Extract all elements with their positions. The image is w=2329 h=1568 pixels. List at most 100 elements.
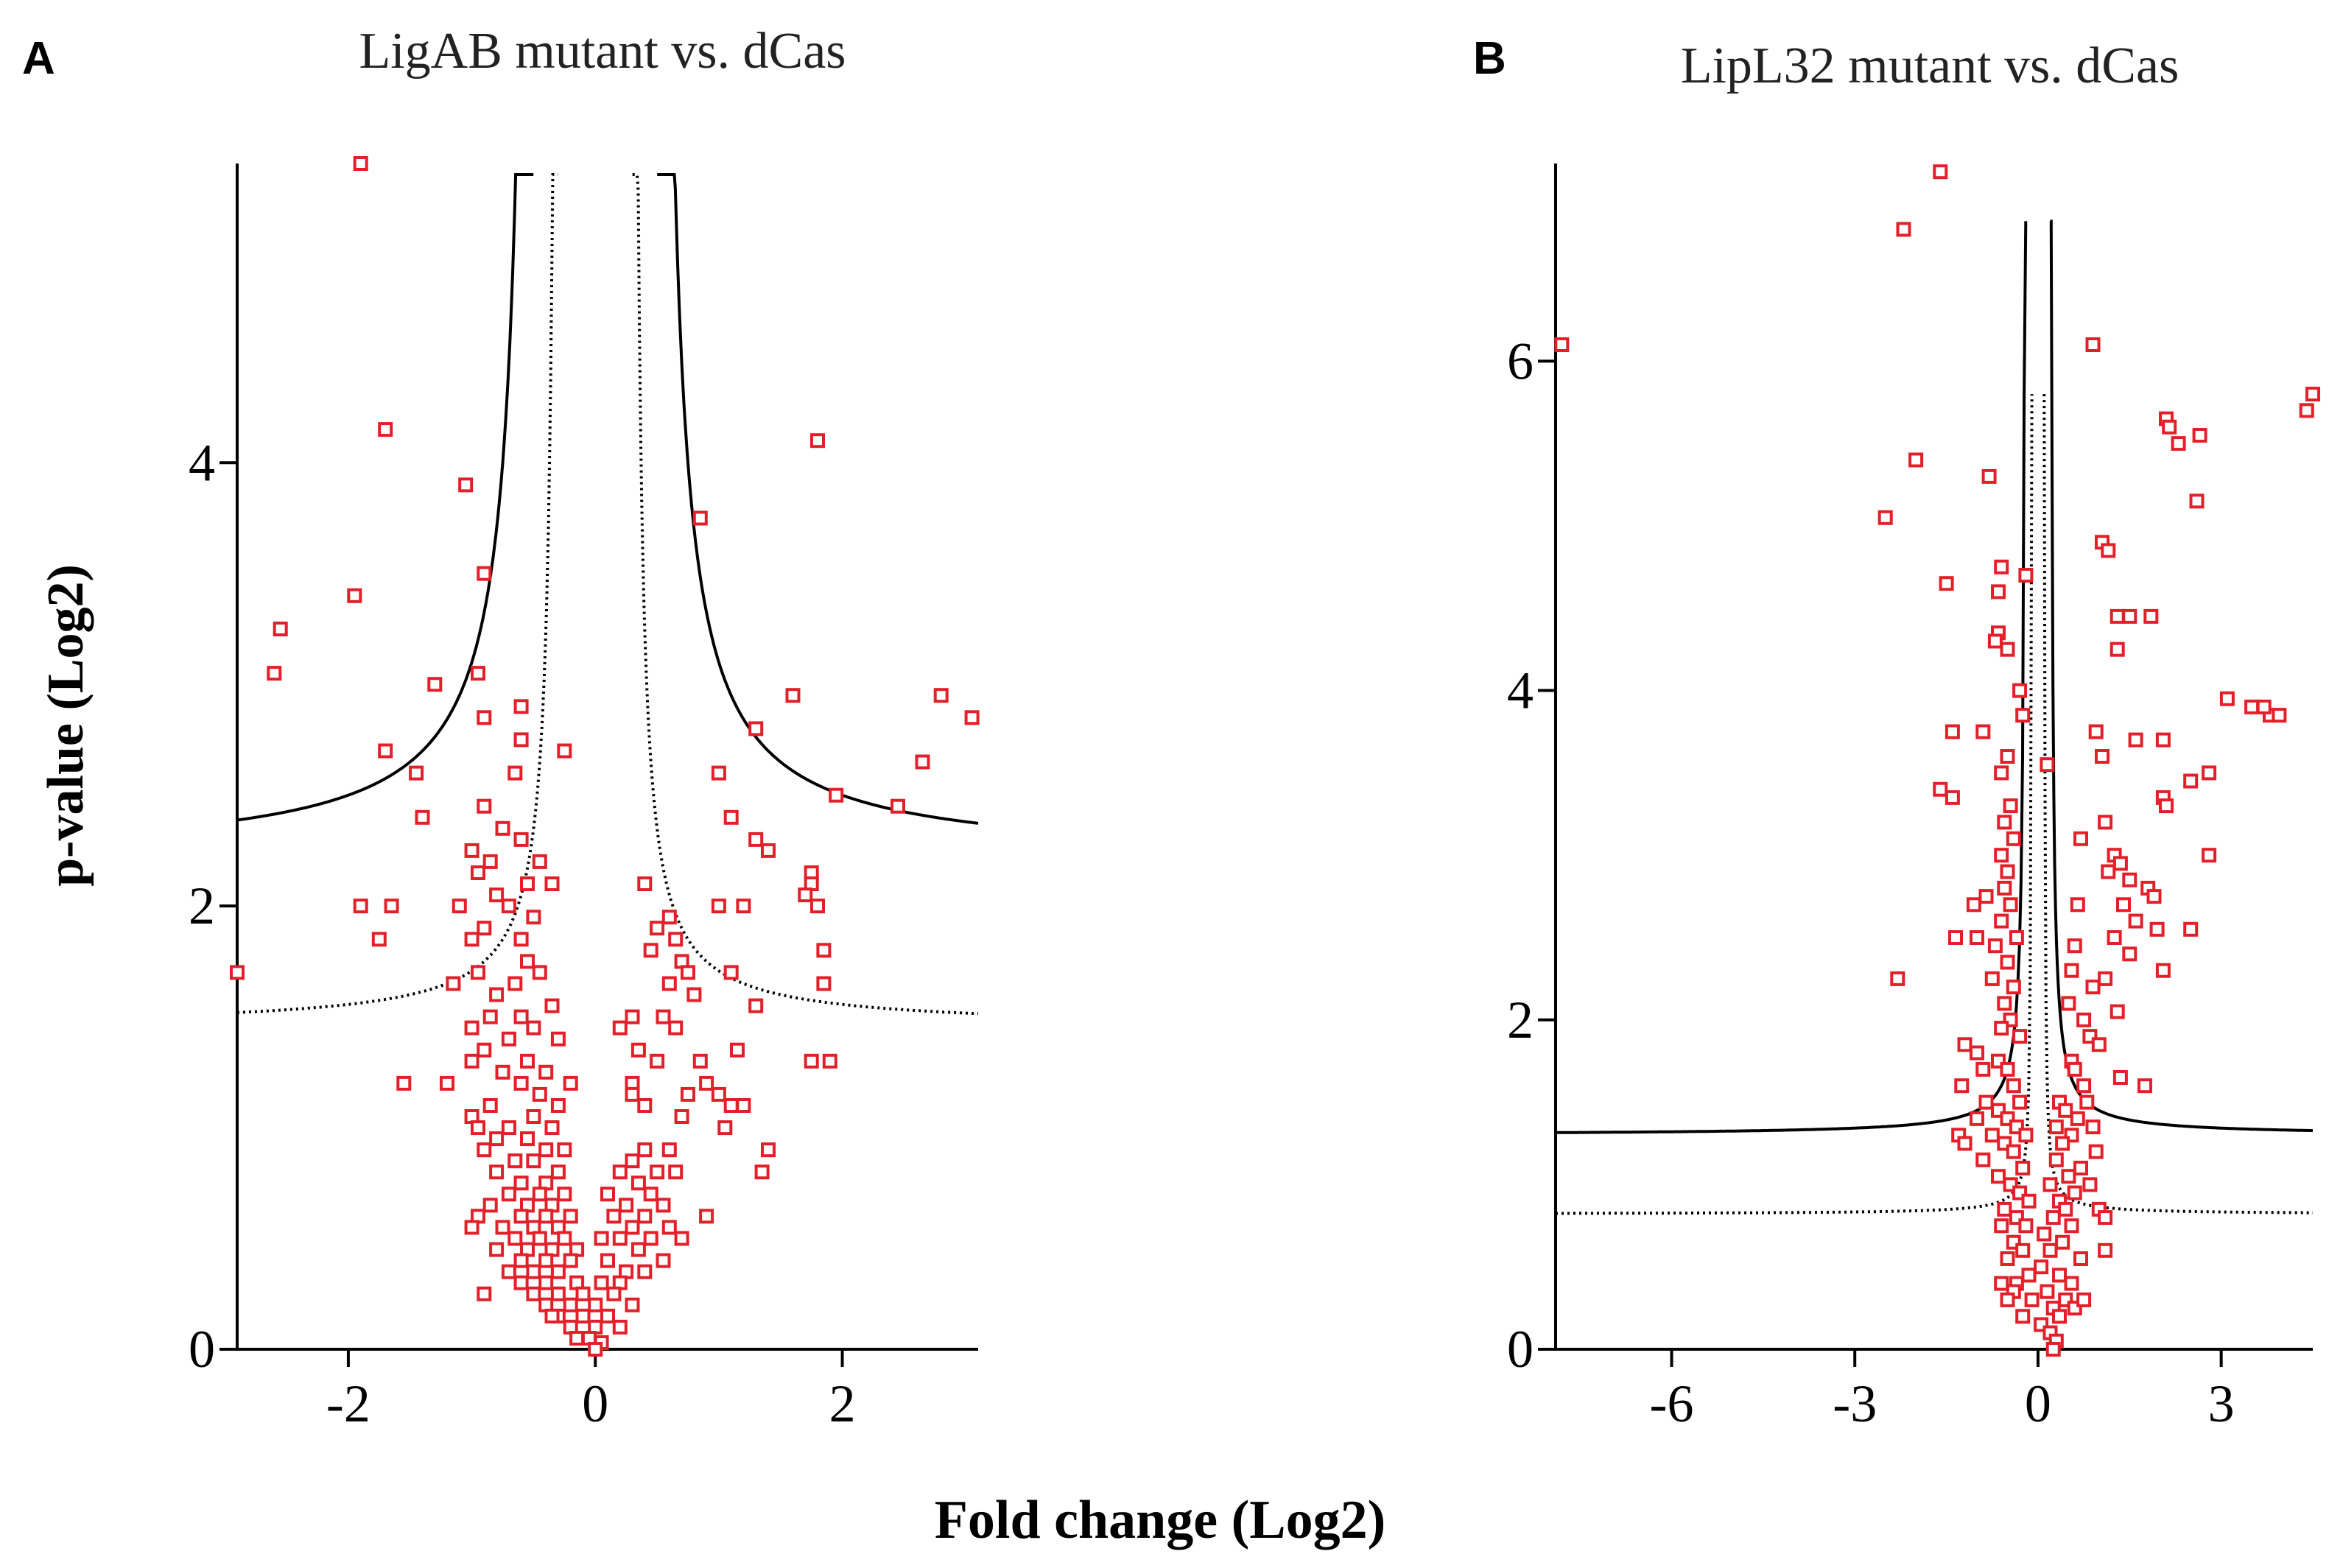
data-point xyxy=(625,1153,640,1169)
data-point xyxy=(544,998,560,1013)
chart-title: LigAB mutant vs. dCas xyxy=(359,23,846,80)
data-point xyxy=(526,1109,541,1124)
data-point xyxy=(1997,815,2012,830)
data-point xyxy=(668,932,684,947)
data-point xyxy=(495,1220,510,1235)
y-tick-label: 0 xyxy=(1507,1320,1534,1379)
data-point xyxy=(1948,930,1963,945)
data-point xyxy=(2082,1177,2098,1192)
data-point xyxy=(2024,1292,2040,1307)
data-point xyxy=(482,1009,498,1024)
data-point xyxy=(810,899,825,914)
data-point xyxy=(2256,699,2272,714)
data-point xyxy=(1954,1078,1970,1094)
data-point xyxy=(2021,1268,2037,1283)
data-point xyxy=(668,1164,684,1180)
data-point xyxy=(2000,954,2015,970)
data-point xyxy=(650,921,665,936)
data-point xyxy=(2015,708,2031,723)
data-point xyxy=(2122,608,2137,624)
data-point xyxy=(588,1342,603,1357)
data-point xyxy=(1984,971,2000,986)
data-point xyxy=(513,1009,529,1024)
data-point xyxy=(513,932,529,947)
data-point xyxy=(612,1319,628,1335)
data-point xyxy=(544,1308,560,1323)
data-point xyxy=(674,1109,689,1124)
data-point xyxy=(378,743,393,759)
data-point xyxy=(2070,897,2085,913)
data-point xyxy=(440,1075,454,1091)
data-point xyxy=(2073,1161,2088,1175)
data-point xyxy=(681,1086,695,1102)
data-point xyxy=(538,1275,554,1290)
data-point xyxy=(1994,1021,2009,1036)
panel-label: A xyxy=(22,33,55,84)
data-point xyxy=(723,1098,739,1113)
data-point xyxy=(890,798,905,814)
data-point xyxy=(2012,1094,2028,1110)
data-point xyxy=(600,1308,615,1323)
data-point xyxy=(477,1042,492,1058)
data-point xyxy=(501,1264,516,1279)
data-point xyxy=(2000,1292,2015,1307)
dotted-threshold-curve xyxy=(1556,394,2034,1215)
data-point xyxy=(532,965,547,980)
data-point xyxy=(378,422,393,437)
data-point xyxy=(625,1220,640,1235)
data-point xyxy=(575,1286,591,1301)
data-point xyxy=(2052,1309,2067,1324)
data-point xyxy=(754,1164,770,1180)
data-point xyxy=(2000,1251,2015,1266)
x-tick-label: 3 xyxy=(2208,1374,2235,1433)
x-tick-label: 0 xyxy=(582,1374,608,1433)
data-point xyxy=(477,921,492,936)
y-tick-label: 0 xyxy=(189,1320,215,1379)
data-point xyxy=(2112,856,2128,871)
data-point xyxy=(538,1253,554,1268)
data-point xyxy=(637,1098,653,1113)
data-point xyxy=(730,1042,745,1058)
data-point xyxy=(1987,938,2003,954)
data-point xyxy=(532,1086,547,1102)
data-point xyxy=(471,865,485,880)
data-point xyxy=(594,1231,609,1246)
data-point xyxy=(2143,608,2159,624)
data-point xyxy=(396,1075,412,1091)
data-point xyxy=(2009,930,2024,945)
data-point xyxy=(384,899,399,914)
data-point xyxy=(471,1120,485,1136)
data-point xyxy=(477,798,492,814)
data-point xyxy=(1994,765,2009,781)
data-point xyxy=(2272,708,2287,723)
data-point xyxy=(804,1053,819,1069)
data-point xyxy=(2015,1242,2031,1258)
data-point xyxy=(630,1242,646,1257)
data-point xyxy=(2088,724,2104,739)
data-point xyxy=(1970,1045,1984,1061)
data-point xyxy=(2137,1078,2152,1094)
data-point xyxy=(550,1164,566,1180)
data-point xyxy=(643,943,658,958)
data-point xyxy=(353,899,368,914)
data-point xyxy=(1994,848,2009,863)
data-point xyxy=(501,1120,516,1136)
data-point xyxy=(1933,164,1948,180)
data-point xyxy=(471,965,485,980)
data-point xyxy=(2048,1119,2064,1135)
y-tick-label: 4 xyxy=(189,433,215,492)
data-point xyxy=(477,1286,492,1301)
data-point xyxy=(915,754,930,770)
y-tick-label: 6 xyxy=(1507,331,1534,390)
data-point xyxy=(2085,337,2101,352)
data-point xyxy=(2112,1070,2128,1085)
data-point xyxy=(625,1086,640,1102)
data-point xyxy=(1945,724,1960,739)
data-point xyxy=(507,1231,523,1246)
data-point xyxy=(2067,1185,2082,1200)
data-point xyxy=(2015,1309,2031,1324)
data-point xyxy=(230,965,245,980)
data-point xyxy=(464,1220,480,1235)
data-point xyxy=(2064,963,2079,978)
data-point xyxy=(1890,971,1905,986)
